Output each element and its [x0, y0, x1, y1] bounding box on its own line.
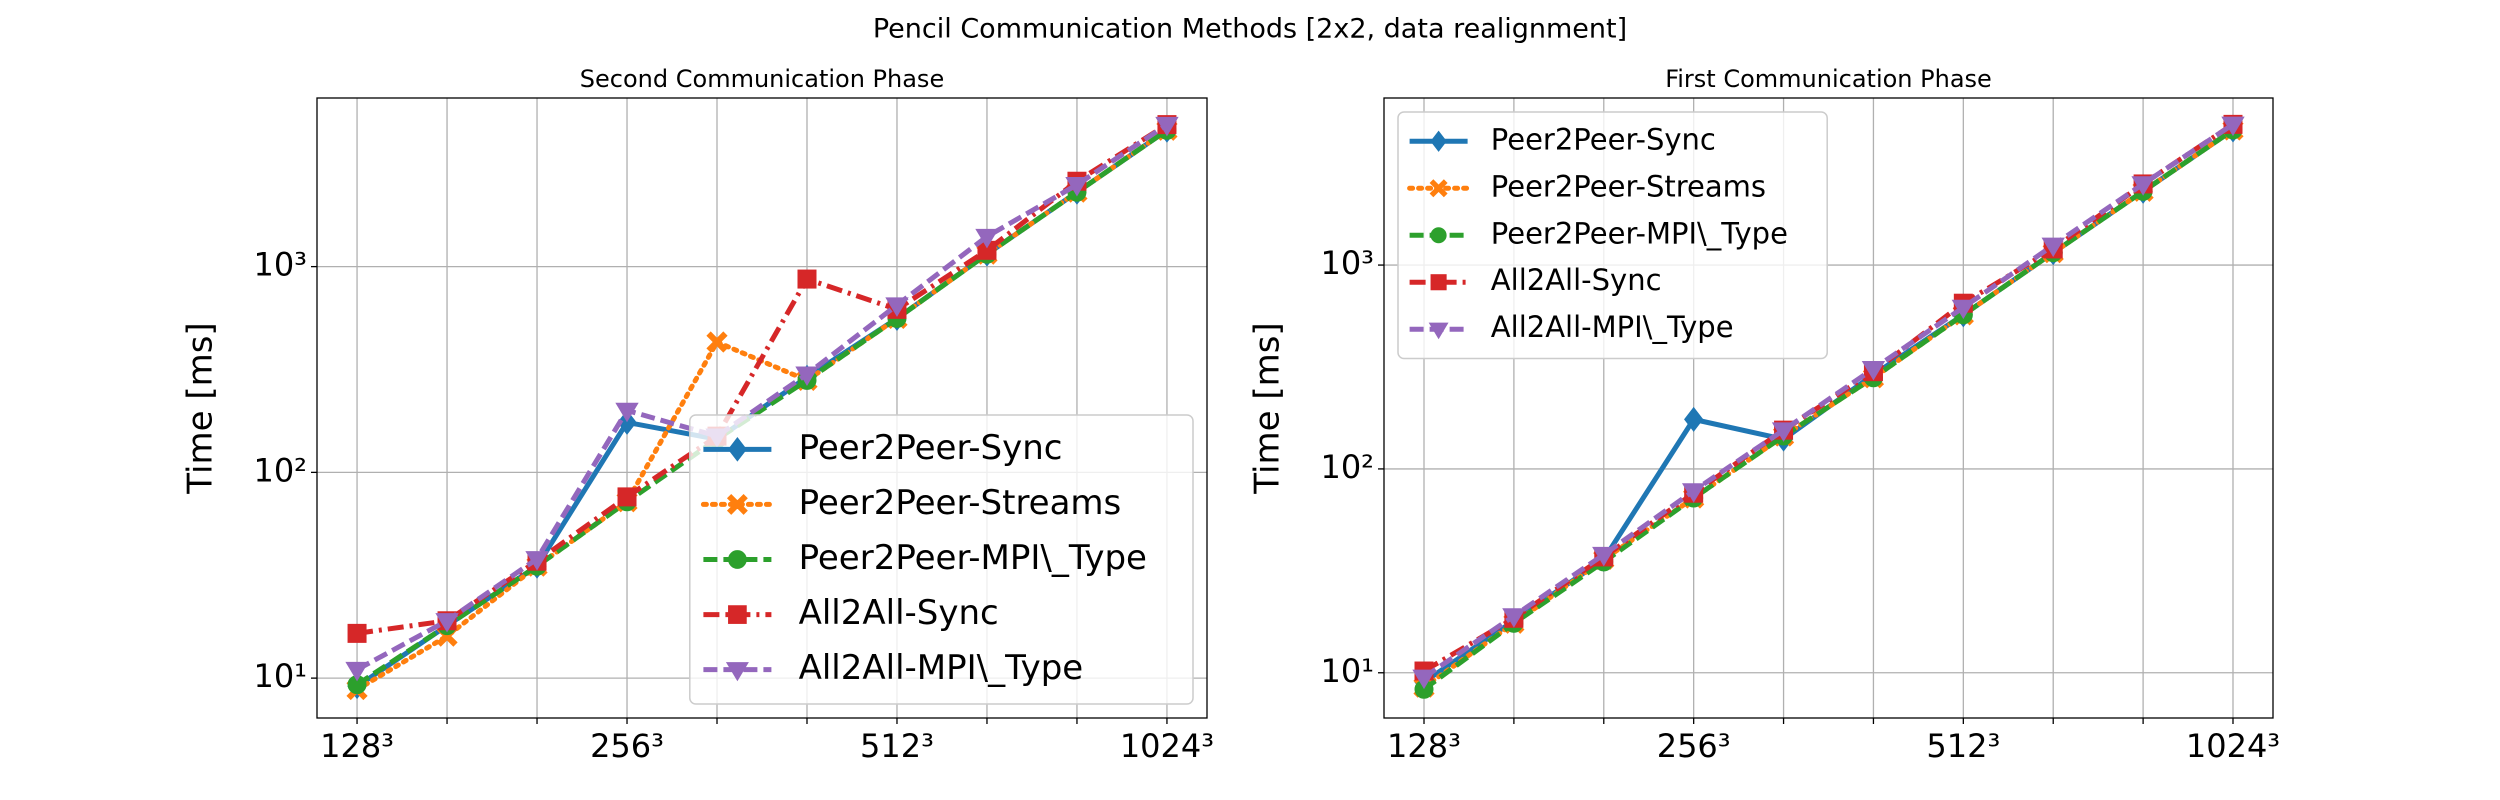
- figure-title: Pencil Communication Methods [2x2, data …: [873, 14, 1627, 45]
- legend-label: All2All-MPI\_Type: [1491, 310, 1734, 344]
- legend-label: All2All-MPI\_Type: [799, 648, 1084, 688]
- series-line: [1422, 122, 2235, 680]
- subplot-title: Second Communication Phase: [580, 65, 944, 93]
- legend-label: Peer2Peer-Streams: [799, 483, 1122, 523]
- x-tick-label: 512³: [1926, 727, 2000, 765]
- legend-marker: [1430, 274, 1447, 291]
- data-point: [347, 623, 367, 643]
- data-point: [345, 661, 369, 682]
- x-tick-label: 1024³: [1120, 727, 1214, 765]
- legend-label: Peer2Peer-MPI\_Type: [1491, 216, 1788, 250]
- data-point: [2041, 237, 2065, 258]
- series-line: [355, 122, 1169, 672]
- series-line: [355, 128, 1169, 687]
- y-tick-label: 10²: [1320, 448, 1374, 486]
- legend-label: All2All-Sync: [1491, 263, 1662, 297]
- data-point: [1065, 177, 1089, 197]
- data-point: [1684, 406, 1704, 432]
- data-point: [1771, 422, 1796, 442]
- legend-label: Peer2Peer-Sync: [799, 428, 1063, 468]
- y-axis-label: Time [ms]: [181, 322, 221, 494]
- data-point: [615, 402, 639, 423]
- y-tick-label: 10³: [253, 246, 307, 284]
- y-tick-label: 10¹: [253, 657, 307, 695]
- legend-marker: [1430, 130, 1447, 152]
- data-point: [2221, 116, 2245, 137]
- x-tick-label: 256³: [1657, 727, 1731, 765]
- y-tick-label: 10²: [253, 451, 307, 489]
- data-point: [617, 409, 637, 435]
- y-tick-label: 10¹: [1320, 652, 1374, 690]
- legend-marker: [726, 493, 748, 515]
- legend-box: [1397, 111, 1828, 360]
- data-point: [1592, 546, 1616, 567]
- data-point: [435, 613, 459, 633]
- x-tick-label: 1024³: [2186, 727, 2280, 765]
- data-point: [1951, 299, 1976, 320]
- x-tick-label: 512³: [860, 727, 934, 765]
- data-point: [885, 297, 909, 317]
- legend-marker: [728, 550, 747, 569]
- data-point: [2131, 176, 2155, 196]
- data-point: [1502, 608, 1526, 628]
- legend-marker: [728, 605, 747, 624]
- data-point: [706, 331, 728, 353]
- legend-marker: [725, 662, 749, 682]
- series-line: [356, 122, 1169, 636]
- data-point: [1861, 361, 1886, 381]
- subplot-title: First Communication Phase: [1665, 65, 1992, 93]
- legend-label: Peer2Peer-Sync: [1491, 122, 1716, 156]
- legend-label: Peer2Peer-MPI\_Type: [799, 538, 1147, 578]
- legend-box: [689, 414, 1194, 705]
- legend-marker: [1429, 179, 1448, 198]
- data-point: [1412, 669, 1436, 690]
- data-point: [1681, 483, 1706, 503]
- data-point: [795, 366, 819, 386]
- data-point: [525, 551, 549, 571]
- legend-label: All2All-Sync: [799, 593, 999, 633]
- series-line: [1422, 127, 2235, 692]
- x-tick-label: 128³: [320, 727, 394, 765]
- y-tick-label: 10³: [1320, 244, 1374, 282]
- axes-frame: [1383, 97, 2274, 719]
- data-point: [797, 269, 817, 289]
- x-tick-label: 128³: [1387, 727, 1461, 765]
- legend-marker: [1428, 322, 1449, 340]
- legend-marker: [1430, 227, 1447, 244]
- legend-label: Peer2Peer-Streams: [1491, 169, 1766, 203]
- x-tick-label: 256³: [590, 727, 664, 765]
- y-axis-label: Time [ms]: [1248, 322, 1288, 494]
- data-point: [617, 487, 637, 507]
- data-point: [1155, 116, 1179, 137]
- axes-frame: [316, 97, 1208, 719]
- data-point: [975, 228, 999, 249]
- legend-marker: [727, 437, 747, 462]
